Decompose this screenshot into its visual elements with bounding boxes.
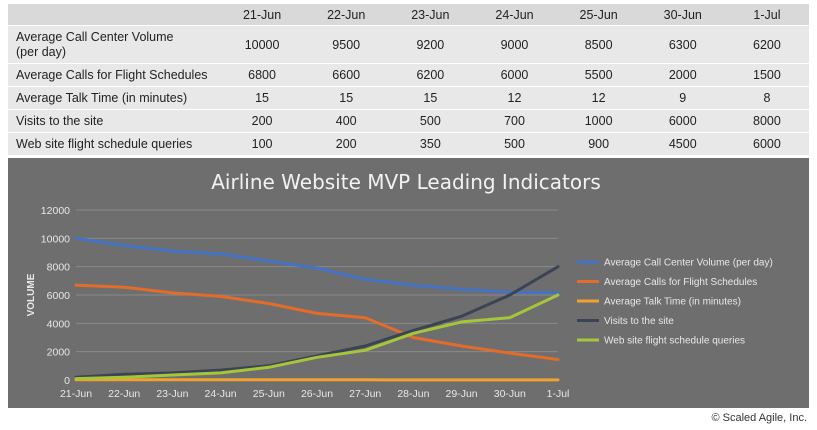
table-cell: 6000 [724,132,809,156]
chart-title: Airline Website MVP Leading Indicators [211,170,600,194]
table-cell: 12 [556,86,641,110]
x-tick-label: 1-Jul [547,388,570,400]
y-tick-label: 10000 [41,233,70,245]
table-column-header: 23-Jun [388,4,473,26]
table-cell: 6200 [724,25,809,64]
table-cell: 5500 [556,63,641,87]
table-cell: 6300 [640,25,725,64]
table-cell: 6000 [472,63,557,87]
legend-label: Average Call Center Volume (per day) [604,258,773,269]
table-row: Average Call Center Volume (per day) 1000… [8,25,809,64]
table-row-label: Average Call Center Volume (per day) [8,25,220,64]
x-tick-label: 26-Jun [301,388,333,400]
table-cell: 9200 [388,25,473,64]
table-cell: 12 [472,86,557,110]
table-cell: 4500 [640,132,725,156]
table-column-header: 25-Jun [556,4,641,26]
table-cell: 15 [304,86,389,110]
table-row: Average Talk Time (in minutes) 15 15 15 12 12… [8,86,809,110]
table-cell: 6000 [640,109,725,133]
y-axis-label: VOLUME [26,273,37,316]
x-tick-label: 21-Jun [60,388,92,400]
table-cell: 100 [220,132,305,156]
table-row-label: Average Calls for Flight Schedules [8,63,220,87]
table-cell: 15 [220,86,305,110]
legend-label: Average Talk Time (in minutes) [604,297,741,308]
table-row-label: Average Talk Time (in minutes) [8,86,220,110]
table-cell: 8500 [556,25,641,64]
table-row-label: Web site flight schedule queries [8,132,220,156]
table-header-row: 21-Jun 22-Jun 23-Jun 24-Jun 25-Jun 30-Jun 1-Ju… [8,4,809,26]
x-tick-label: 25-Jun [253,388,285,400]
table-cell: 6800 [220,63,305,87]
table-cell: 9500 [304,25,389,64]
table-row: Web site flight schedule queries 100 200 35… [8,132,809,156]
x-tick-label: 30-Jun [494,388,526,400]
y-tick-label: 6000 [47,290,71,302]
x-tick-label: 22-Jun [108,388,140,400]
table-cell: 1000 [556,109,641,133]
table-row: Visits to the site 200 400 500 700 1000 6000 80… [8,109,809,133]
table-cell: 900 [556,132,641,156]
chart: Airline Website MVP Leading Indicators 0 2… [8,158,809,408]
y-tick-label: 0 [64,375,70,387]
legend-label: Web site flight schedule queries [604,336,745,347]
x-tick-label: 24-Jun [205,388,237,400]
table-cell: 9 [640,86,725,110]
table-cell: 10000 [220,25,305,64]
table-row-label: Visits to the site [8,109,220,133]
y-tick-label: 12000 [41,205,70,217]
table-cell: 200 [304,132,389,156]
x-tick-label: 27-Jun [349,388,381,400]
table-row: Average Calls for Flight Schedules 6800 66… [8,63,809,87]
y-tick-label: 8000 [47,262,71,274]
table-cell: 2000 [640,63,725,87]
x-tick-label: 29-Jun [446,388,478,400]
table-cell: 700 [472,109,557,133]
data-table: 21-Jun 22-Jun 23-Jun 24-Jun 25-Jun 30-Jun 1-Ju… [8,4,809,156]
line-chart-svg: Airline Website MVP Leading Indicators02… [8,158,809,408]
table-column-header: 30-Jun [640,4,725,26]
series-line [74,236,560,295]
table-cell: 6200 [388,63,473,87]
table-cell: 15 [388,86,473,110]
legend-label: Visits to the site [604,316,674,327]
table-column-header: 1-Jul [724,4,809,26]
table-cell: 8000 [724,109,809,133]
table-cell: 350 [388,132,473,156]
table-column-header: 24-Jun [472,4,557,26]
table-cell: 8 [724,86,809,110]
table-cell: 200 [220,109,305,133]
table-cell: 1500 [724,63,809,87]
table-column-header: 22-Jun [304,4,389,26]
table-cell: 500 [388,109,473,133]
table-cell: 500 [472,132,557,156]
legend-label: Average Calls for Flight Schedules [604,277,757,288]
chart-background [8,158,809,408]
table-cell: 6600 [304,63,389,87]
y-tick-label: 4000 [47,318,71,330]
table-cell: 9000 [472,25,557,64]
table-cell: 400 [304,109,389,133]
table-column-header: 21-Jun [220,4,305,26]
copyright-text: © Scaled Agile, Inc. [711,412,807,424]
y-tick-label: 2000 [47,347,71,359]
series-line [74,283,560,361]
x-tick-label: 23-Jun [156,388,188,400]
x-tick-label: 28-Jun [397,388,429,400]
series-line [74,293,560,381]
table-corner-cell [8,4,220,26]
